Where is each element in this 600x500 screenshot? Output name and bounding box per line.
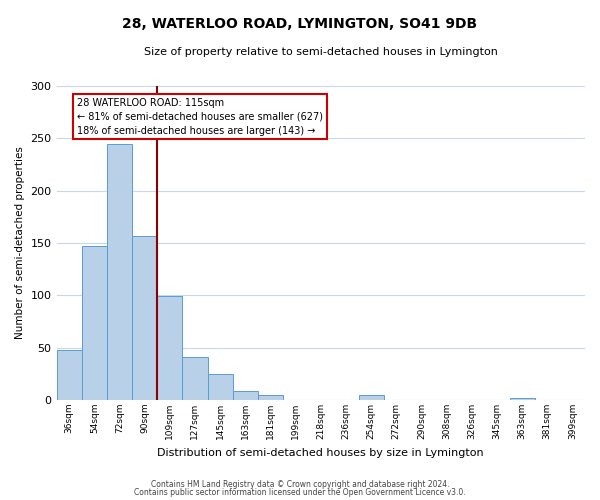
Text: Contains public sector information licensed under the Open Government Licence v3: Contains public sector information licen… bbox=[134, 488, 466, 497]
Bar bbox=[157, 296, 182, 400]
Title: Size of property relative to semi-detached houses in Lymington: Size of property relative to semi-detach… bbox=[144, 48, 498, 58]
Text: 28 WATERLOO ROAD: 115sqm
← 81% of semi-detached houses are smaller (627)
18% of : 28 WATERLOO ROAD: 115sqm ← 81% of semi-d… bbox=[77, 98, 323, 136]
Text: Contains HM Land Registry data © Crown copyright and database right 2024.: Contains HM Land Registry data © Crown c… bbox=[151, 480, 449, 489]
Bar bbox=[56, 350, 82, 400]
Bar bbox=[208, 374, 233, 400]
Bar bbox=[233, 390, 258, 400]
Bar bbox=[107, 144, 132, 400]
Bar bbox=[359, 395, 383, 400]
Bar bbox=[132, 236, 157, 400]
X-axis label: Distribution of semi-detached houses by size in Lymington: Distribution of semi-detached houses by … bbox=[157, 448, 484, 458]
Y-axis label: Number of semi-detached properties: Number of semi-detached properties bbox=[15, 146, 25, 340]
Bar bbox=[258, 395, 283, 400]
Bar bbox=[82, 246, 107, 400]
Text: 28, WATERLOO ROAD, LYMINGTON, SO41 9DB: 28, WATERLOO ROAD, LYMINGTON, SO41 9DB bbox=[122, 18, 478, 32]
Bar bbox=[182, 357, 208, 400]
Bar bbox=[509, 398, 535, 400]
